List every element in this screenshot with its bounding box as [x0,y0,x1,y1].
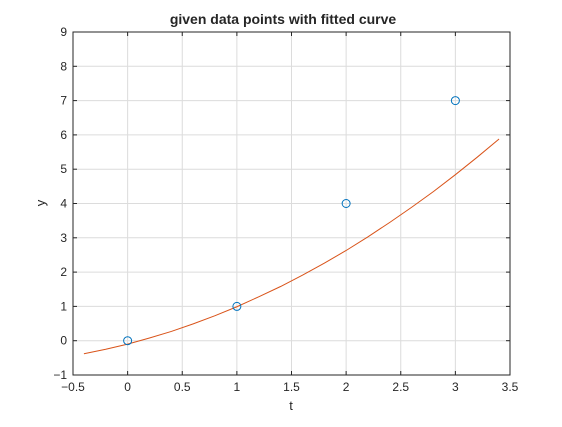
y-axis-label: y [33,199,48,206]
x-tick-label: −0.5 [61,380,85,394]
x-axis-label: t [289,398,293,413]
x-tick-label: 0.5 [174,380,191,394]
x-tick-label: 1.5 [283,380,300,394]
data-point [341,199,351,208]
data-points-layer [123,96,460,346]
y-tick-label: 6 [60,128,67,142]
data-point [232,301,242,311]
x-tick-labels: −0.5 0 0.5 1 1.5 2 2.5 3 3.5 [61,380,519,394]
data-point [450,96,460,106]
y-tick-labels: −1 0 1 2 3 4 5 6 7 8 9 [53,25,67,382]
y-tick-label: 7 [60,94,67,108]
y-tick-label: 4 [60,197,67,211]
chart-title: given data points with fitted curve [170,11,397,27]
x-tick-label: 1 [234,380,241,394]
y-tick-label: 1 [60,299,67,313]
x-tick-label: 0 [124,380,131,394]
fitted-curve-layer [83,138,500,355]
y-tick-label: 3 [60,231,67,245]
x-tick-label: 2 [343,380,350,394]
y-tick-label: 8 [60,59,67,73]
y-tick-label: 5 [60,162,67,176]
fitted-curve [83,138,500,355]
x-tick-label: 3 [452,380,459,394]
y-tick-label: 2 [60,265,67,279]
x-tick-label: 2.5 [392,380,409,394]
y-tick-label: 0 [60,334,67,348]
x-tick-label: 3.5 [502,380,519,394]
data-point [123,336,133,346]
axis-ticks [72,31,511,376]
y-tick-label: 9 [60,25,67,39]
y-tick-label: −1 [53,368,67,382]
grid-lines [72,31,511,376]
